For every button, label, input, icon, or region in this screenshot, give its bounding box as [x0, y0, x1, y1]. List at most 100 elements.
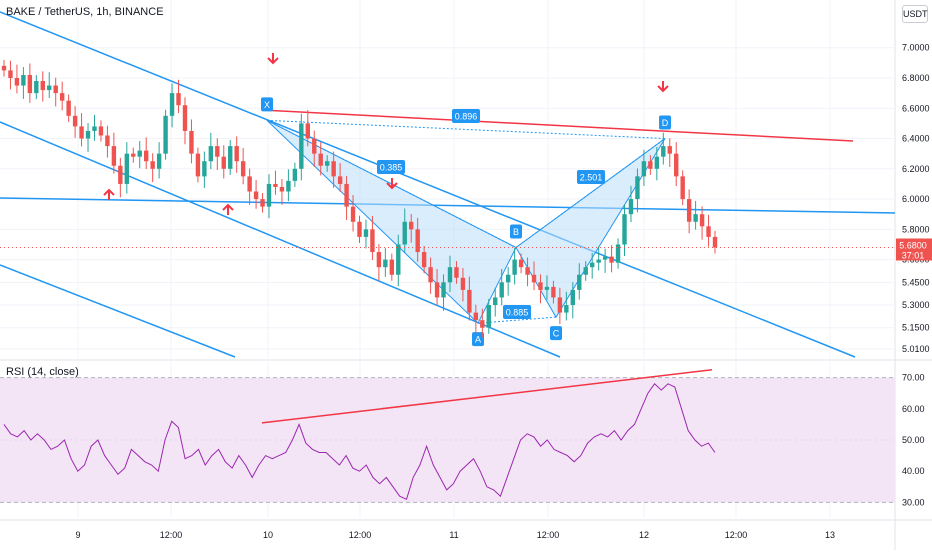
pattern-ratio-box — [452, 109, 480, 123]
candle-body — [693, 214, 698, 222]
candle-body — [596, 259, 601, 263]
candle-body — [215, 146, 220, 157]
candle-body — [312, 138, 317, 154]
candle-body — [667, 146, 672, 154]
last-price-tag — [896, 238, 932, 261]
price-tick-label: 5.0100 — [902, 344, 930, 354]
candle-body — [460, 277, 466, 290]
buy-arrow-mid — [222, 203, 234, 215]
candle-body — [27, 74, 33, 94]
pattern-bd-dashed — [515, 138, 666, 248]
candle-body — [699, 214, 705, 227]
candle-body — [144, 150, 149, 162]
candle-body — [409, 221, 414, 230]
pattern-ratio-box — [503, 305, 531, 319]
pattern-xab-fill — [266, 119, 517, 325]
candle-body — [557, 297, 563, 313]
pattern-ratio-box — [577, 170, 605, 184]
candle-body — [208, 146, 214, 162]
pattern-point-A-box — [472, 332, 484, 347]
candle-body — [53, 85, 58, 94]
candle-body — [156, 153, 162, 169]
candle-body — [234, 146, 239, 162]
time-tick-label: 11 — [449, 530, 458, 540]
candle-body — [240, 161, 246, 177]
candle-body — [628, 199, 634, 215]
candle-body — [383, 259, 388, 268]
pattern-point-C-box — [550, 326, 562, 341]
candle-body — [150, 161, 155, 169]
candle-body — [447, 267, 453, 283]
candle-body — [674, 153, 679, 177]
candle-body — [615, 244, 621, 263]
candle-body — [324, 161, 330, 166]
candle-body — [480, 320, 485, 328]
support-line — [0, 197, 896, 214]
sell-arrow-x — [267, 53, 279, 65]
time-tick-label: 12:00 — [349, 530, 372, 540]
rsi-tick-label: 30.00 — [902, 497, 925, 507]
candle-body — [434, 282, 440, 298]
candle-body — [79, 126, 84, 139]
price-tick-label: 7.0000 — [902, 43, 930, 53]
rsi-label: RSI (14, close) — [6, 366, 79, 378]
candle-body — [189, 130, 194, 154]
time-tick-label: 12:00 — [725, 530, 748, 540]
candle-body — [202, 161, 207, 177]
candle-body — [589, 262, 595, 268]
candle-body — [531, 274, 537, 283]
pattern-point-D-label: D — [662, 118, 669, 128]
candle-body — [299, 123, 304, 169]
candle-body — [47, 85, 52, 91]
candle-body — [305, 123, 310, 139]
candle-body — [182, 105, 188, 131]
candle-body — [622, 214, 627, 245]
currency-button[interactable]: USDT — [902, 5, 928, 23]
pattern-ratio-label: 2.501 — [580, 173, 603, 183]
candle-body — [118, 165, 123, 184]
candle-body — [260, 199, 265, 207]
channel-lower-line — [0, 121, 561, 358]
candle-body — [331, 161, 336, 177]
channel-lines — [0, 11, 896, 358]
rsi-divergence-line — [261, 369, 713, 424]
rsi-line — [3, 383, 716, 500]
candle-body — [59, 93, 65, 101]
candle-body — [228, 146, 233, 169]
candle-body — [525, 267, 530, 275]
candle-body — [686, 199, 692, 222]
candle-body — [1, 65, 7, 71]
candle-body — [137, 150, 142, 157]
candle-body — [292, 168, 298, 181]
candle-body — [273, 183, 278, 187]
price-tick-label: 6.2000 — [902, 164, 930, 174]
candle-body — [92, 126, 97, 131]
pattern-point-X-box — [261, 97, 273, 112]
candle-body — [247, 176, 252, 192]
candle-body — [486, 305, 491, 328]
sell-arrow-d — [657, 81, 669, 93]
candle-body — [344, 183, 349, 207]
candle-body — [602, 256, 608, 260]
pattern-ratio-box — [377, 160, 405, 174]
candle-body — [544, 286, 550, 290]
candle-body — [195, 153, 201, 177]
candle-body — [609, 256, 614, 263]
price-tick-label: 6.8000 — [902, 73, 930, 83]
candle-body — [402, 221, 407, 245]
candle-body — [131, 153, 136, 157]
candle-body — [98, 126, 104, 136]
candle-body — [85, 130, 91, 139]
candle-body — [111, 146, 117, 166]
rsi-tick-label: 60.00 — [902, 404, 925, 414]
candle-body — [279, 186, 285, 192]
candle-body — [661, 146, 666, 157]
candle-body — [493, 297, 498, 306]
candle-body — [389, 259, 395, 275]
candle-body — [564, 305, 569, 313]
sell-arrow-mid — [386, 178, 398, 190]
arrow-head — [103, 188, 115, 196]
candle-body — [538, 282, 543, 290]
candle-body — [467, 289, 472, 313]
